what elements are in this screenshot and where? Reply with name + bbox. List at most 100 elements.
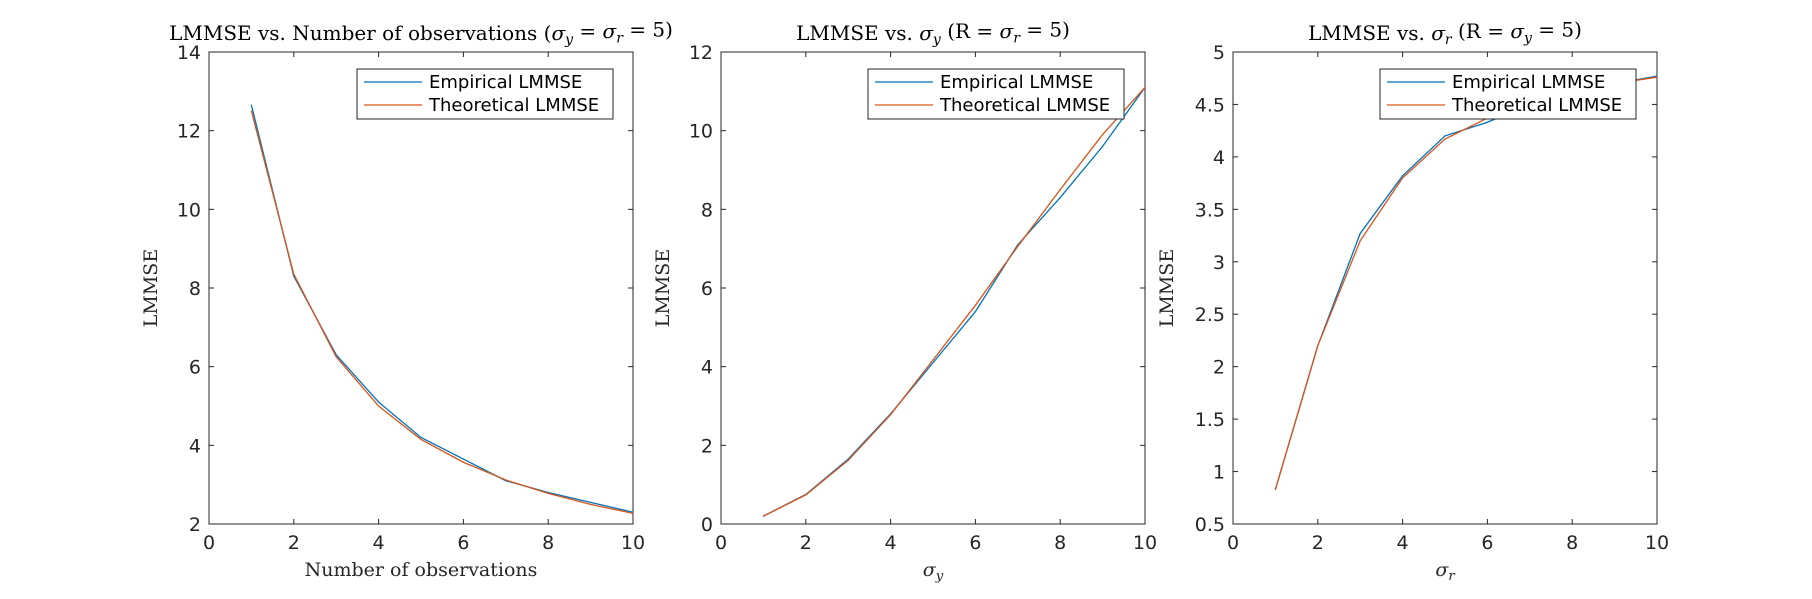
chart-sigma-r: 0 2 4 6 8 10 0.5 1 1.5 2 2.5 3 3.5 4 4.5 5 LMMSE vs. σr​…: [1156, 17, 1669, 584]
legend-box: [867, 68, 1125, 120]
y-tick-label: 4.5: [1195, 94, 1225, 116]
legend-label-empirical: Empirical LMMSE: [940, 72, 1093, 93]
data-point-theoretical: [805, 494, 807, 496]
data-point-theoretical: [250, 110, 252, 112]
chart-title: LMMSE vs. σy​ (R = σr​ = 5): [796, 17, 1070, 48]
y-tick-label: 10: [177, 199, 201, 221]
data-point-empirical: [1359, 232, 1361, 235]
data-point-empirical: [1059, 196, 1061, 199]
legend-box: [356, 68, 614, 120]
data-point-theoretical: [293, 273, 295, 275]
data-point-empirical: [1656, 75, 1658, 77]
y-tick-label: 2: [189, 514, 201, 536]
data-point-empirical: [420, 436, 422, 439]
x-tick-label: 10: [1133, 532, 1157, 554]
y-tick-label: 3: [1213, 252, 1225, 274]
data-point-empirical: [590, 501, 592, 503]
data-point-empirical: [932, 362, 934, 364]
data-point-theoretical: [1359, 240, 1361, 242]
y-tick-label: 2: [1213, 357, 1225, 379]
x-tick-label: 10: [621, 532, 645, 554]
y-axis-label: LMMSE: [652, 249, 674, 327]
data-point-empirical: [1444, 135, 1446, 137]
data-point-theoretical: [1444, 138, 1446, 140]
x-tick-label: 4: [373, 532, 385, 554]
y-tick-label: 4: [1213, 147, 1225, 169]
x-tick-label: 8: [1566, 532, 1578, 554]
data-point-theoretical: [590, 503, 592, 505]
y-tick-label: 8: [701, 199, 713, 221]
plot-area-frame: [1232, 51, 1658, 525]
x-tick-label: 6: [457, 532, 469, 554]
data-point-theoretical: [462, 461, 464, 463]
data-point-empirical: [462, 458, 464, 460]
x-tick-label: 6: [1481, 532, 1493, 554]
x-tick-label: 8: [542, 532, 554, 554]
y-tick-label: 1.5: [1195, 409, 1225, 431]
y-tick-label: 0.5: [1195, 514, 1225, 536]
y-tick-label: 1: [1213, 462, 1225, 484]
y-tick-label: 6: [701, 278, 713, 300]
x-tick-label: 8: [1054, 532, 1066, 554]
plot-area-frame: [720, 51, 1146, 525]
x-tick-label: 0: [1227, 532, 1239, 554]
y-tick-label: 14: [177, 42, 201, 64]
y-tick-label: 12: [689, 42, 713, 64]
series-line-theoretical: [763, 86, 1146, 517]
x-tick-label: 4: [885, 532, 897, 554]
x-tick-label: 0: [715, 532, 727, 554]
y-tick-label: 4: [701, 357, 713, 379]
data-point-empirical: [250, 104, 252, 106]
legend-label-empirical: Empirical LMMSE: [1452, 72, 1605, 93]
x-tick-label: 2: [1312, 532, 1324, 554]
data-point-theoretical: [505, 479, 507, 481]
data-point-theoretical: [335, 356, 337, 358]
data-point-empirical: [378, 401, 380, 403]
x-axis-label: Number of observations: [305, 559, 538, 581]
data-point-empirical: [1102, 145, 1104, 147]
y-axis-label: LMMSE: [140, 249, 162, 327]
plot-area-frame: [208, 51, 634, 525]
series-line-empirical: [1274, 75, 1658, 490]
data-point-theoretical: [1017, 245, 1019, 247]
y-tick-label: 0: [701, 514, 713, 536]
legend-label-theoretical: Theoretical LMMSE: [428, 95, 599, 116]
series-line-theoretical: [1274, 76, 1658, 490]
data-point-theoretical: [378, 405, 380, 407]
data-point-theoretical: [1102, 134, 1104, 136]
chart-sigma-y: 0 2 4 6 8 10 0 2 4 6 8 10 12 LMMSE vs. σy​ (R = σr​ =…: [652, 17, 1157, 584]
data-point-theoretical: [1656, 76, 1658, 78]
data-point-theoretical: [762, 515, 765, 517]
data-point-empirical: [1486, 121, 1488, 123]
x-tick-label: 6: [969, 532, 981, 554]
data-point-theoretical: [1059, 189, 1061, 191]
data-point-empirical: [1402, 175, 1404, 177]
x-axis-label: σy​: [923, 559, 944, 584]
data-point-theoretical: [932, 359, 934, 361]
series-line-empirical: [763, 87, 1146, 517]
y-tick-label: 10: [689, 121, 713, 143]
y-axis-label: LMMSE: [1156, 249, 1178, 327]
legend-label-theoretical: Theoretical LMMSE: [1451, 95, 1622, 116]
x-axis-label: σr​: [1435, 559, 1456, 584]
y-tick-label: 3.5: [1195, 199, 1225, 221]
y-tick-label: 8: [189, 278, 201, 300]
series-line-theoretical: [250, 110, 634, 515]
data-point-theoretical: [547, 492, 549, 494]
data-point-empirical: [974, 311, 977, 313]
data-point-theoretical: [890, 414, 892, 416]
x-tick-label: 0: [203, 532, 215, 554]
data-point-theoretical: [1144, 86, 1146, 88]
legend-label-empirical: Empirical LMMSE: [429, 72, 582, 93]
x-tick-label: 10: [1645, 532, 1669, 554]
y-tick-label: 2.5: [1195, 304, 1225, 326]
y-tick-label: 6: [189, 357, 201, 379]
y-tick-label: 2: [701, 435, 713, 457]
y-tick-label: 5: [1213, 42, 1225, 64]
data-point-theoretical: [974, 304, 977, 306]
